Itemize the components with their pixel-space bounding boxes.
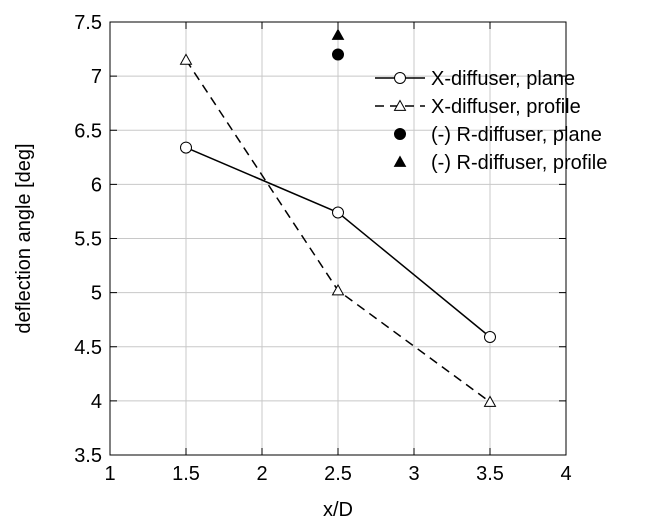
series-1 xyxy=(180,141,496,344)
legend-marker xyxy=(394,72,406,84)
x-tick-label: 3.5 xyxy=(476,463,504,485)
series-2 xyxy=(179,53,497,407)
x-axis-title: x/D xyxy=(323,499,353,521)
y-tick-label: 6.5 xyxy=(74,120,102,142)
x-tick-label: 2.5 xyxy=(324,463,352,485)
legend-entry: X-diffuser, profile xyxy=(375,96,581,118)
y-tick-label: 6 xyxy=(91,174,102,196)
legend: X-diffuser, plane X-diffuser, profile (-) … xyxy=(375,68,607,174)
data-point xyxy=(180,141,192,154)
x-tick-label: 2 xyxy=(256,463,267,485)
y-tick-label: 7 xyxy=(91,66,102,88)
plot-frame xyxy=(109,21,567,456)
legend-label: X-diffuser, plane xyxy=(431,68,575,90)
y-tick-label: 4.5 xyxy=(74,337,102,359)
series-group xyxy=(179,28,497,407)
data-point xyxy=(484,331,496,344)
legend-entry: (-) R-diffuser, plane xyxy=(394,124,602,146)
grid xyxy=(109,21,567,456)
axes: 1 1.5 2 2.5 3 3.5 4 3.5 4 4.5 5 5.5 6 6.5 7 7.5 xyxy=(74,12,571,485)
legend-label: (-) R-diffuser, plane xyxy=(431,124,602,146)
legend-marker xyxy=(393,99,407,111)
x-tick-label: 3 xyxy=(408,463,419,485)
y-tick-label: 7.5 xyxy=(74,12,102,34)
legend-entry: (-) R-diffuser, profile xyxy=(393,152,607,174)
x-tick-label: 1.5 xyxy=(172,463,200,485)
series-4 xyxy=(331,28,345,40)
y-tick-label: 5 xyxy=(91,283,102,305)
legend-marker xyxy=(393,155,407,167)
data-point xyxy=(331,283,345,296)
x-tick-label: 4 xyxy=(560,463,571,485)
legend-entry: X-diffuser, plane xyxy=(375,68,575,90)
y-tick-label: 4 xyxy=(91,391,102,413)
data-point xyxy=(331,28,345,40)
legend-label: (-) R-diffuser, profile xyxy=(431,152,607,174)
data-point xyxy=(179,53,193,65)
data-point xyxy=(332,206,344,219)
x-tick-label: 1 xyxy=(104,463,115,485)
data-point xyxy=(483,395,497,407)
y-tick-label: 5.5 xyxy=(74,229,102,251)
legend-label: X-diffuser, profile xyxy=(431,96,581,118)
data-point xyxy=(332,48,344,61)
series-3 xyxy=(332,48,344,61)
legend-marker xyxy=(394,128,406,140)
y-tick-label: 3.5 xyxy=(74,445,102,467)
y-axis-title: deflection angle [deg] xyxy=(13,143,35,333)
